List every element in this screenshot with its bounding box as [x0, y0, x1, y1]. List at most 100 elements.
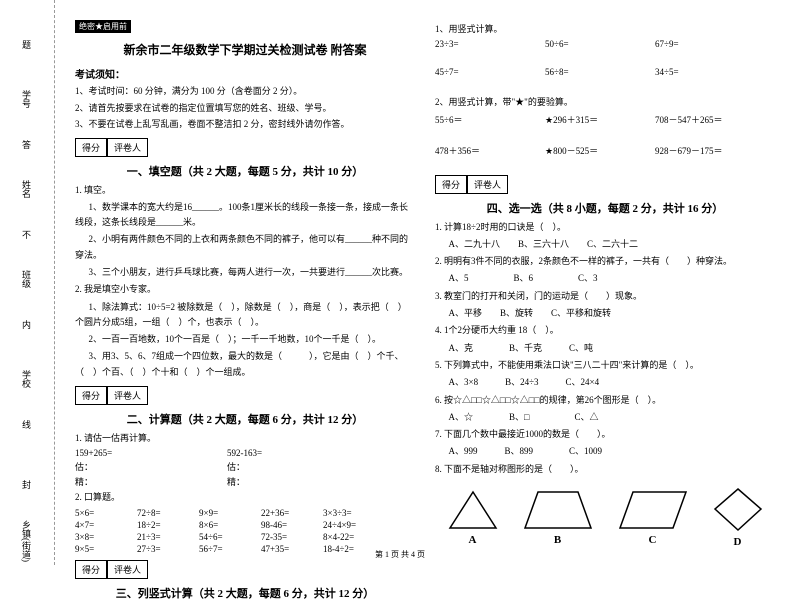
left-column: 绝密★启用前 新余市二年级数学下学期过关检测试卷 附答案 考试须知： 1、考试时… — [65, 20, 425, 555]
s4-q: 3. 教室门的打开和关闭，门的运动是（ ）现象。 — [435, 289, 775, 304]
diamond-icon — [713, 487, 763, 532]
calc-cell: 592-163= — [227, 448, 377, 458]
bind-label: 题 — [20, 40, 33, 49]
q2-item: 3、用3、5、6、7组成一个四位数，最大的数是（ ），它是由（ ）个千、（ ）个… — [75, 349, 415, 380]
c: 21÷3= — [137, 532, 197, 542]
s4-q: 8. 下面不是轴对称图形的是（ ）。 — [435, 462, 775, 477]
bind-label: 不 — [20, 230, 33, 239]
grader-label: 评卷人 — [107, 560, 148, 579]
notice-line: 3、不要在试卷上乱写乱画，卷面不整洁扣 2 分，密封线外请勿作答。 — [75, 118, 415, 132]
calc-cell: 159+265= — [75, 448, 225, 458]
s4-q: 4. 1个2分硬币大约重 18（ ）。 — [435, 323, 775, 338]
s4-q: 1. 计算18÷2时用的口诀是（ ）。 — [435, 220, 775, 235]
c: 45÷7= — [435, 67, 545, 77]
score-label: 得分 — [75, 386, 107, 405]
bind-label: 班级 — [20, 270, 33, 288]
notice-title: 考试须知： — [75, 66, 415, 81]
s2-q1: 1. 请估一估再计算。 — [75, 431, 415, 446]
s4-opts: A、二九十八 B、三六十八 C、二六十二 — [435, 237, 775, 252]
s2-q2: 2. 口算题。 — [75, 490, 415, 505]
q2-stem: 2. 我是填空小专家。 — [75, 282, 415, 297]
score-box: 得分 评卷人 — [435, 175, 775, 194]
calc-cell: 估： — [75, 460, 225, 473]
triangle-icon — [448, 490, 498, 530]
mental-rows: 5×6=72÷8=9×9=22+36=3×3÷3= 4×7=18÷2=8×6=9… — [75, 508, 415, 554]
c: 4×7= — [75, 520, 135, 530]
shapes-row: A B C D — [435, 487, 775, 548]
parallelogram-icon — [618, 490, 688, 530]
c: ★800－525＝ — [545, 144, 655, 157]
shape-label: A — [448, 534, 498, 546]
shape-label: C — [618, 534, 688, 546]
shape-triangle: A — [448, 490, 498, 546]
bind-label: 学校 — [20, 370, 33, 388]
right-column: 1、用竖式计算。 23÷3=50÷6=67÷9= 45÷7=56÷8=34÷5=… — [425, 20, 785, 555]
main-content: 绝密★启用前 新余市二年级数学下学期过关检测试卷 附答案 考试须知： 1、考试时… — [55, 0, 800, 565]
c: 67÷9= — [655, 39, 765, 49]
bind-label: 线 — [20, 420, 33, 429]
c: ★296＋315＝ — [545, 113, 655, 126]
bind-label: 答 — [20, 140, 33, 149]
c: 50÷6= — [545, 39, 655, 49]
c: 9×9= — [199, 508, 259, 518]
shape-trapezoid: B — [523, 490, 593, 546]
calc-cell: 精： — [75, 475, 225, 488]
c: 55÷6＝ — [435, 113, 545, 126]
notice-line: 1、考试时间：60 分钟，满分为 100 分（含卷面分 2 分）。 — [75, 85, 415, 99]
c: 708－547＋265＝ — [655, 113, 765, 126]
bind-label: 封 — [20, 480, 33, 489]
secret-badge: 绝密★启用前 — [75, 20, 131, 33]
c: 8×6= — [199, 520, 259, 530]
grader-label: 评卷人 — [107, 138, 148, 157]
c: 54÷6= — [199, 532, 259, 542]
grader-label: 评卷人 — [467, 175, 508, 194]
s4-opts: A、5 B、6 C、3 — [435, 271, 775, 286]
s4-q: 7. 下面几个数中最接近1000的数是（ ）。 — [435, 427, 775, 442]
est-rows: 159+265=592-163= 估：估： 精：精： — [75, 448, 415, 488]
score-box: 得分 评卷人 — [75, 386, 415, 405]
section4-title: 四、选一选（共 8 小题，每题 2 分，共计 16 分） — [435, 200, 775, 216]
c: 22+36= — [261, 508, 321, 518]
s4-opts: A、克 B、千克 C、吨 — [435, 341, 775, 356]
c: 23÷3= — [435, 39, 545, 49]
section1-title: 一、填空题（共 2 大题，每题 5 分，共计 10 分） — [75, 163, 415, 179]
c: 56÷8= — [545, 67, 655, 77]
section2-title: 二、计算题（共 2 大题，每题 6 分，共计 12 分） — [75, 411, 415, 427]
score-box: 得分 评卷人 — [75, 138, 415, 157]
c: 18÷2= — [137, 520, 197, 530]
score-label: 得分 — [75, 560, 107, 579]
shape-parallelogram: C — [618, 490, 688, 546]
q1-stem: 1. 填空。 — [75, 183, 415, 198]
s4-q: 6. 按☆△□□☆△□□☆△□□的规律，第26个图形是（ ）。 — [435, 393, 775, 408]
c: 3×3÷3= — [323, 508, 383, 518]
s4-opts: A、999 B、899 C、1009 — [435, 444, 775, 459]
score-box: 得分 评卷人 — [75, 560, 415, 579]
s4-q: 2. 明明有3件不同的衣服，2条颜色不一样的裤子，一共有（ ）种穿法。 — [435, 254, 775, 269]
section3-title: 三、列竖式计算（共 2 大题，每题 6 分，共计 12 分） — [75, 585, 415, 601]
c: 5×6= — [75, 508, 135, 518]
q2-item: 1、除法算式：10÷5=2 被除数是（ ），除数是（ ），商是（ ），表示把（ … — [75, 300, 415, 331]
s4-opts: A、3×8 B、24÷3 C、24×4 — [435, 375, 775, 390]
bind-label: 学号 — [20, 90, 33, 108]
c: 24÷4×9= — [323, 520, 383, 530]
c: 34÷5= — [655, 67, 765, 77]
s3-q1: 1、用竖式计算。 — [435, 22, 775, 37]
q2-item: 2、一百一百地数，10个一百是（ ）；一千一千地数，10个一千是（ ）。 — [75, 332, 415, 347]
c: 72-35= — [261, 532, 321, 542]
q1-item: 1、数学课本的宽大约是16______。100条1厘米长的线段一条接一条，接成一… — [75, 200, 415, 231]
c: 478＋356＝ — [435, 144, 545, 157]
shape-label: B — [523, 534, 593, 546]
binding-margin: 乡镇(街道) 封 线 学校 内 班级 不 姓名 答 学号 题 — [0, 0, 55, 565]
notice-line: 2、请首先按要求在试卷的指定位置填写您的姓名、班级、学号。 — [75, 102, 415, 116]
bind-label: 姓名 — [20, 180, 33, 198]
shape-label: D — [713, 536, 763, 548]
c: 98-46= — [261, 520, 321, 530]
s4-opts: A、平移 B、旋转 C、平移和旋转 — [435, 306, 775, 321]
q1-item: 2、小明有两件颜色不同的上衣和两条颜色不同的裤子，他可以有______种不同的穿… — [75, 232, 415, 263]
page-footer: 第 1 页 共 4 页 — [0, 549, 800, 560]
score-label: 得分 — [75, 138, 107, 157]
trapezoid-icon — [523, 490, 593, 530]
exam-title: 新余市二年级数学下学期过关检测试卷 附答案 — [75, 41, 415, 58]
shape-diamond: D — [713, 487, 763, 548]
s4-q: 5. 下列算式中，不能使用乘法口诀"三八二十四"来计算的是（ ）。 — [435, 358, 775, 373]
